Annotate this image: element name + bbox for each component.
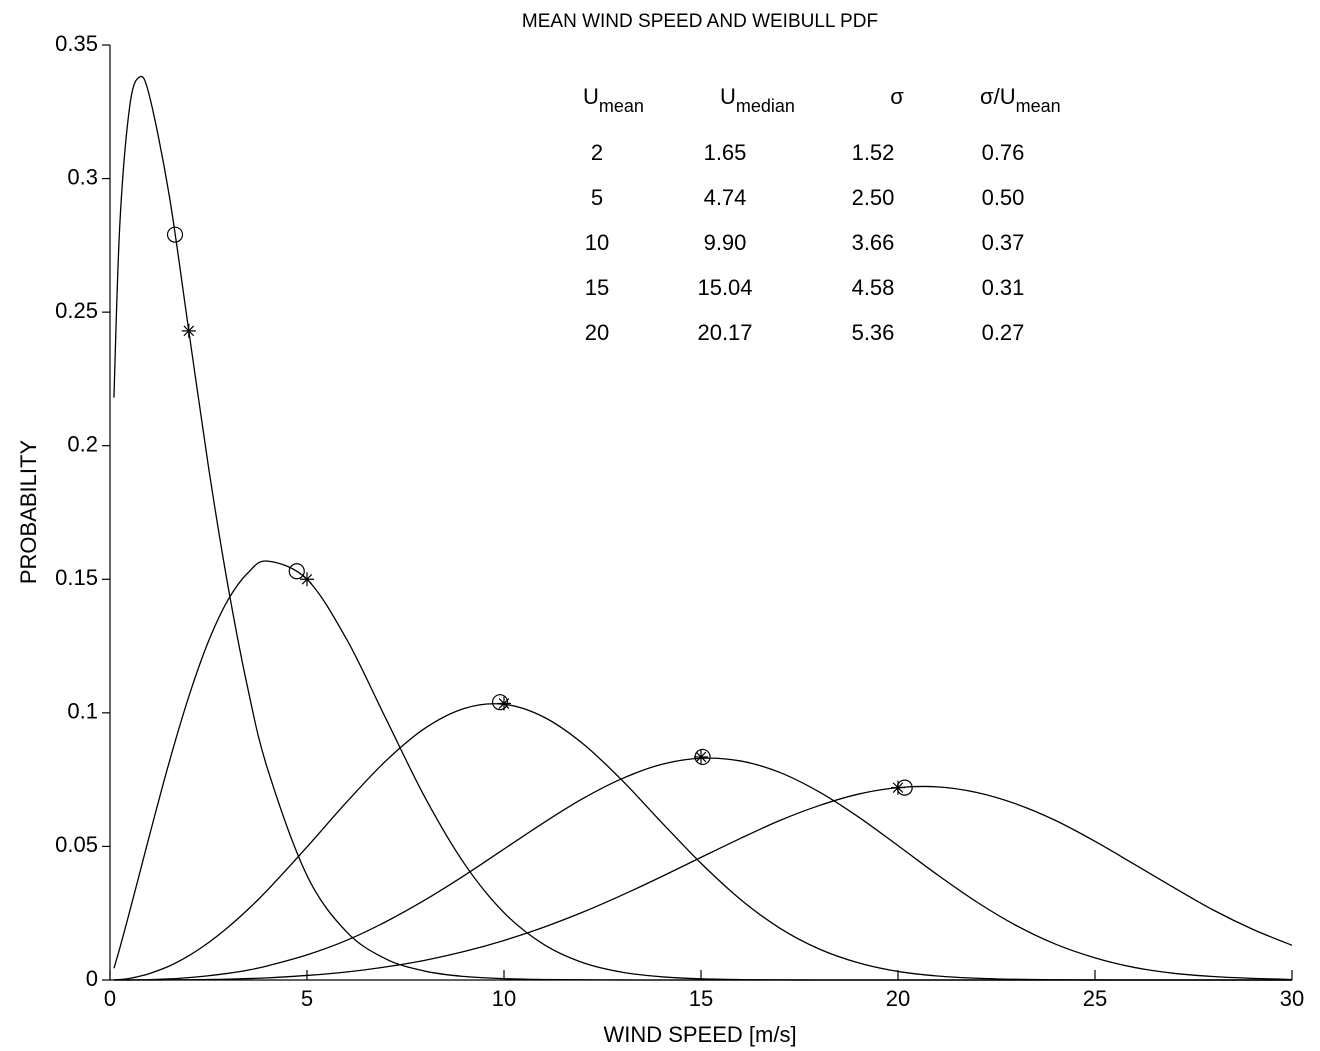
y-axis-label: PROBABILITY: [16, 440, 41, 585]
x-tick-label: 5: [301, 986, 313, 1011]
table-cell: 2.50: [852, 185, 895, 210]
y-tick-label: 0.3: [67, 164, 98, 189]
table-cell: 0.50: [982, 185, 1025, 210]
median-marker: [288, 563, 305, 580]
table-header: Umean: [583, 84, 644, 116]
y-tick-label: 0.25: [55, 298, 98, 323]
header-main: σ/U: [980, 84, 1016, 109]
table-cell: 10: [585, 230, 609, 255]
table-cell: 9.90: [704, 230, 747, 255]
x-axis-label: WIND SPEED [m/s]: [603, 1022, 796, 1047]
table-cell: 1.65: [704, 140, 747, 165]
table-cell: 3.66: [852, 230, 895, 255]
table-cell: 15: [585, 275, 609, 300]
y-tick-label: 0: [86, 966, 98, 991]
y-tick-label: 0.2: [67, 432, 98, 457]
table-cell: 15.04: [697, 275, 752, 300]
y-tick-label: 0.15: [55, 565, 98, 590]
x-tick-label: 30: [1280, 986, 1304, 1011]
table-cell: 2: [591, 140, 603, 165]
weibull-curve: [113, 560, 1292, 981]
table-cell: 20.17: [697, 320, 752, 345]
y-tick-label: 0.05: [55, 832, 98, 857]
table-cell: 0.76: [982, 140, 1025, 165]
table-header: Umedian: [720, 84, 795, 116]
table-header: σ: [890, 84, 904, 109]
table-cell: 4.58: [852, 275, 895, 300]
x-tick-label: 25: [1083, 986, 1107, 1011]
table-cell: 5.36: [852, 320, 895, 345]
weibull-curve: [113, 785, 1293, 981]
y-tick-label: 0.1: [67, 699, 98, 724]
table-cell: 0.31: [982, 275, 1025, 300]
chart-title: MEAN WIND SPEED AND WEIBULL PDF: [522, 11, 878, 32]
x-tick-label: 15: [689, 986, 713, 1011]
table-cell: 1.52: [852, 140, 895, 165]
median-marker: [166, 226, 184, 243]
header-sub: mean: [599, 96, 644, 116]
table-cell: 0.27: [982, 320, 1025, 345]
mean-marker: [497, 696, 511, 711]
header-main: U: [720, 84, 736, 109]
median-marker: [491, 694, 509, 711]
header-main: U: [583, 84, 599, 109]
y-tick-label: 0.35: [55, 31, 98, 56]
x-tick-label: 20: [886, 986, 910, 1011]
mean-marker: [891, 780, 905, 795]
mean-marker: [694, 749, 708, 764]
header-sub: mean: [1016, 96, 1061, 116]
mean-marker: [300, 572, 314, 587]
table-header: σ/Umean: [980, 84, 1061, 116]
header-main: σ: [890, 84, 904, 109]
x-tick-label: 10: [492, 986, 516, 1011]
x-tick-label: 0: [104, 986, 116, 1011]
weibull-curve: [113, 703, 1292, 981]
table-cell: 4.74: [704, 185, 747, 210]
mean-marker: [181, 323, 196, 338]
table-cell: 5: [591, 185, 603, 210]
table-cell: 20: [585, 320, 609, 345]
weibull-curve: [113, 75, 1292, 981]
header-sub: median: [736, 96, 795, 116]
table-cell: 0.37: [982, 230, 1025, 255]
weibull-curve: [113, 757, 1293, 981]
